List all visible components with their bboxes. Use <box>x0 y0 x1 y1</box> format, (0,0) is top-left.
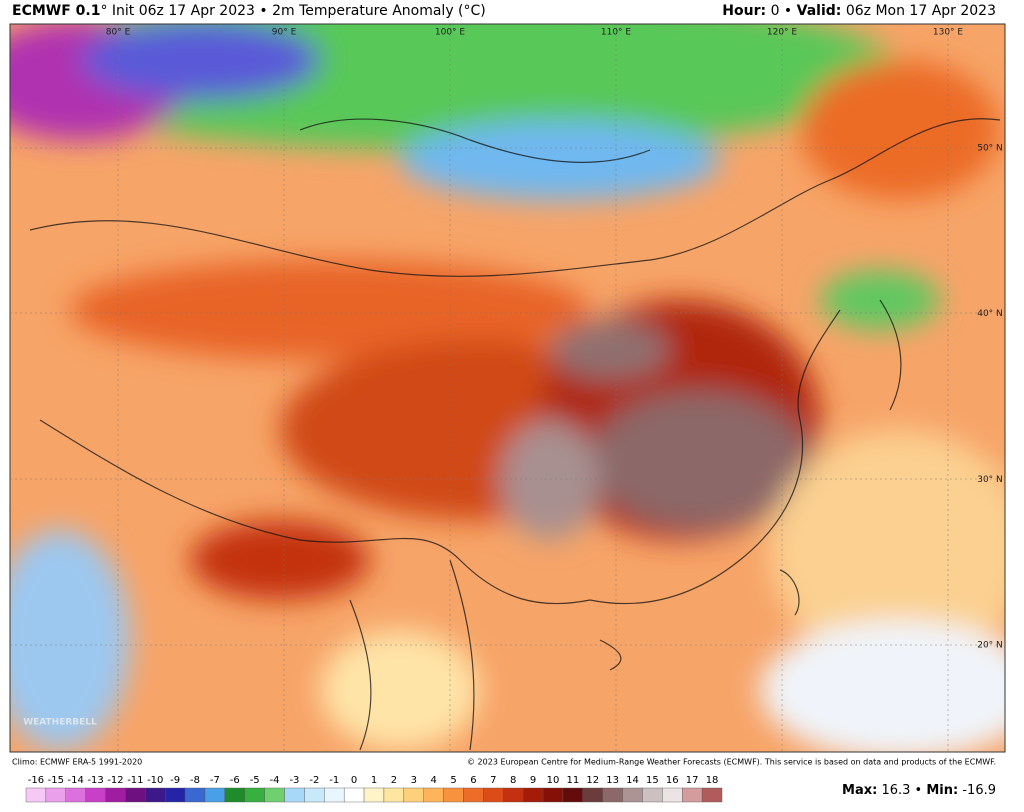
colorbar-cell <box>343 787 365 803</box>
map-frame <box>9 23 1006 753</box>
latitude-label: 50° N <box>977 144 1003 154</box>
colorbar-label: 17 <box>686 775 699 786</box>
colorbar-label: -16 <box>28 775 44 786</box>
max-min: Max: 16.3 • Min: -16.9 <box>842 783 996 798</box>
colorbar-cell <box>662 787 683 803</box>
colorbar-label: -10 <box>147 775 163 786</box>
colorbar-cell <box>682 787 703 803</box>
colorbar-label: -2 <box>309 775 319 786</box>
colorbar-label: 18 <box>706 775 719 786</box>
colorbar-label: 7 <box>490 775 496 786</box>
colorbar-cell <box>463 787 484 803</box>
colorbar-label: -1 <box>329 775 339 786</box>
colorbar-cell <box>522 787 544 803</box>
latitude-label: 20° N <box>977 641 1003 651</box>
colorbar-cell <box>363 787 385 803</box>
latitude-label: 30° N <box>977 475 1003 485</box>
colorbar-cell <box>304 787 325 803</box>
colorbar-label: -4 <box>270 775 280 786</box>
colorbar-label: -13 <box>87 775 103 786</box>
valid-time: Hour: 0 • Valid: 06z Mon 17 Apr 2023 <box>722 3 996 19</box>
map-field: 80° E 90° E 100° E 110° E 120° E 130° E 50° N 4… <box>10 24 1005 752</box>
colorbar-cell <box>284 787 305 803</box>
colorbar-label: -6 <box>230 775 240 786</box>
longitude-label: 120° E <box>767 28 798 38</box>
colorbar-cell <box>602 787 623 803</box>
latitude-label: 40° N <box>977 309 1003 319</box>
watermark: WEATHERBELL <box>23 718 97 728</box>
longitude-label: 80° E <box>106 28 131 38</box>
colorbar-cell <box>701 787 723 803</box>
colorbar-cell <box>105 787 126 803</box>
colorbar-cell <box>622 787 643 803</box>
colorbar-cell <box>204 787 226 803</box>
colorbar-cell <box>264 787 285 803</box>
colorbar-label: 1 <box>371 775 377 786</box>
colorbar-label: 6 <box>470 775 476 786</box>
colorbar-cell <box>244 787 265 803</box>
colorbar-cell <box>184 787 206 803</box>
colorbar-label: 8 <box>510 775 516 786</box>
colorbar-label: 3 <box>411 775 417 786</box>
colorbar-cell <box>224 787 245 803</box>
colorbar-cell <box>403 787 424 803</box>
longitude-label: 110° E <box>601 28 632 38</box>
colorbar-cell <box>145 787 166 803</box>
colorbar-cell <box>642 787 663 803</box>
colorbar-cell <box>562 787 584 803</box>
colorbar-cell <box>503 787 524 803</box>
colorbar-cell <box>125 787 146 803</box>
colorbar-cell <box>423 787 444 803</box>
colorbar-label: 5 <box>450 775 456 786</box>
longitude-label: 130° E <box>933 28 964 38</box>
climo-note: Climo: ECMWF ERA-5 1991-2020 <box>12 758 142 767</box>
colorbar-label: -15 <box>48 775 64 786</box>
colorbar-cell <box>85 787 106 803</box>
colorbar-label: -8 <box>190 775 200 786</box>
colorbar-cell <box>443 787 464 803</box>
colorbar-label: 11 <box>566 775 579 786</box>
colorbar-label: 13 <box>606 775 619 786</box>
colorbar-cell <box>324 787 345 803</box>
colorbar-label: 15 <box>646 775 659 786</box>
colorbar-label: 14 <box>626 775 639 786</box>
colorbar-cell <box>45 787 66 803</box>
colorbar-label: 4 <box>430 775 436 786</box>
colorbar-label: 2 <box>391 775 397 786</box>
colorbar-label: 9 <box>530 775 536 786</box>
colorbar-cell <box>25 787 47 803</box>
colorbar-label: -7 <box>210 775 220 786</box>
colorbar-label: 12 <box>586 775 599 786</box>
colorbar-cell <box>383 787 405 803</box>
colorbar-label: 10 <box>547 775 560 786</box>
colorbar-cell <box>582 787 603 803</box>
colorbar-cell <box>542 787 564 803</box>
longitude-label: 100° E <box>435 28 466 38</box>
colorbar-label: -5 <box>250 775 260 786</box>
colorbar-cell <box>483 787 504 803</box>
colorbar-label: -11 <box>127 775 143 786</box>
title: ECMWF 0.1° Init 06z 17 Apr 2023 • 2m Tem… <box>12 3 486 19</box>
colorbar-label: 0 <box>351 775 357 786</box>
colorbar-cell <box>164 787 186 803</box>
colorbar-label: -9 <box>170 775 180 786</box>
longitude-label: 90° E <box>272 28 297 38</box>
colorbar-label: 16 <box>666 775 679 786</box>
colorbar-label: -3 <box>289 775 299 786</box>
copyright: © 2023 European Centre for Medium-Range … <box>467 758 996 767</box>
colorbar-label: -14 <box>68 775 84 786</box>
colorbar-cell <box>65 787 86 803</box>
colorbar-label: -12 <box>107 775 123 786</box>
